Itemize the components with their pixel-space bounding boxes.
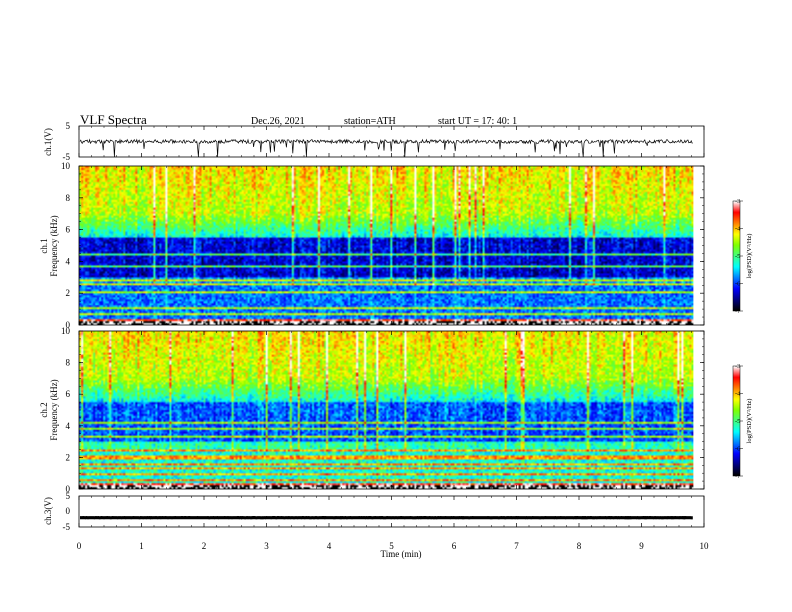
freq-tick-label: 8 (66, 193, 71, 203)
time-tick-label: 8 (577, 541, 582, 551)
ch1-ytick-bottom: -5 (63, 152, 71, 162)
colorbar-tick-label: -4 (735, 391, 741, 398)
time-tick-label: 6 (452, 541, 457, 551)
freq-tick-label: 6 (66, 389, 71, 399)
colorbar-tick-label: -6 (735, 281, 741, 288)
colorbar-tick-label: -7 (735, 308, 741, 315)
ch3-waveform-ylabel: ch.3(V) (43, 497, 53, 525)
time-axis: 0 1 2 3 4 5 6 7 8 9 10 (77, 126, 709, 551)
freq-tick-label: 10 (61, 326, 71, 336)
figure-title: VLF Spectra (80, 112, 147, 127)
time-tick-label: 4 (327, 541, 332, 551)
ch2-spectrogram-channel-label: ch.2 (39, 402, 49, 417)
ch3-waveform-frame (78, 495, 705, 528)
freq-tick-label: 6 (66, 225, 71, 235)
header-station: station=ATH (344, 116, 396, 127)
ch3-ytick-middle: 0 (66, 506, 71, 516)
freq-tick-label: 4 (66, 421, 71, 431)
colorbar-tick-label: -4 (735, 226, 741, 233)
ch1-spectrogram-ylabel: Frequency (kHz) (49, 215, 59, 276)
time-tick-label: 0 (77, 541, 82, 551)
ch1-waveform-panel: 5 -5 ch.1(V) (43, 121, 705, 162)
ch3-ytick-top: 5 (66, 491, 71, 501)
freq-tick-label: 2 (66, 288, 71, 298)
time-axis-label: Time (min) (381, 549, 422, 559)
ch1-waveform-ylabel: ch.1(V) (43, 128, 53, 156)
ch2-colorbar (733, 366, 740, 476)
ch2-spectrogram-image (79, 331, 694, 489)
freq-tick-label: 10 (61, 161, 71, 171)
freq-tick-label: 8 (66, 358, 71, 368)
ch1-colorbar-label: log(PSD)(V²/Hz) (746, 234, 753, 279)
colorbar-tick-label: -5 (735, 418, 740, 425)
ch1-ytick-top: 5 (66, 121, 71, 131)
ch1-spectrogram-channel-label: ch.1 (39, 238, 49, 253)
colorbar-tick-label: -3 (735, 198, 740, 205)
ch1-spectrogram-image (79, 166, 694, 325)
time-tick-label: 10 (700, 541, 710, 551)
ch2-colorbar-label: log(PSD)(V²/Hz) (746, 399, 753, 444)
ch3-ytick-bottom: -5 (63, 522, 71, 532)
colorbar-tick-label: -3 (735, 363, 740, 370)
colorbar-tick-label: -7 (735, 473, 741, 480)
freq-tick-label: 0 (66, 484, 71, 494)
ch1-waveform-trace (79, 138, 693, 158)
header-date: Dec.26, 2021 (251, 116, 305, 127)
colorbar-tick-label: -6 (735, 446, 741, 453)
time-tick-label: 2 (202, 541, 207, 551)
ch3-waveform-panel: 5 0 -5 ch.3(V) (43, 491, 705, 532)
ch1-colorbar (733, 201, 740, 311)
header-start-time: start UT = 17: 40: 1 (438, 116, 517, 127)
freq-tick-label: 0 (66, 320, 71, 330)
freq-tick-label: 2 (66, 452, 71, 462)
freq-tick-label: 4 (66, 256, 71, 266)
time-tick-label: 5 (389, 541, 394, 551)
time-tick-label: 1 (139, 541, 144, 551)
time-tick-label: 7 (514, 541, 519, 551)
ch2-spectrogram-ylabel: Frequency (kHz) (49, 379, 59, 440)
time-tick-label: 3 (264, 541, 269, 551)
time-tick-label: 9 (639, 541, 644, 551)
colorbar-tick-label: -5 (735, 253, 740, 260)
